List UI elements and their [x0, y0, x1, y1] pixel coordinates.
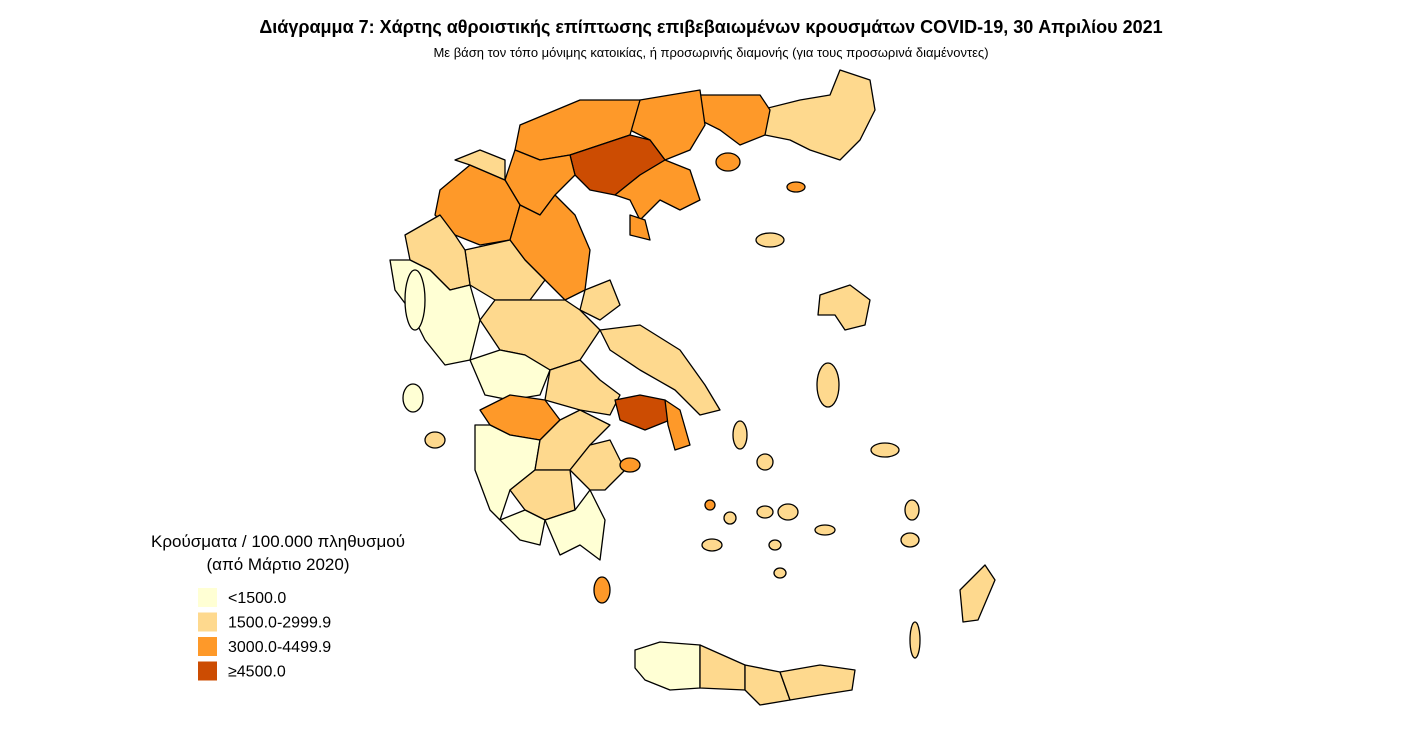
region [402, 383, 424, 413]
region [499, 509, 546, 546]
region [773, 567, 787, 579]
legend-swatch [198, 637, 217, 656]
region [599, 324, 721, 416]
region [544, 359, 621, 416]
legend-title: Κρούσματα / 100.000 πληθυσμού [151, 532, 405, 551]
legend: <1500.0 1500.0-2999.9 3000.0-4499.9 ≥4500.0 [198, 588, 331, 681]
region [634, 641, 701, 691]
region [619, 457, 641, 473]
region [404, 269, 426, 331]
subtitle: Με βάση τον τόπο μόνιμης κατοικίας, ή πρ… [433, 45, 988, 60]
region [544, 489, 606, 561]
region [699, 94, 771, 146]
region [699, 644, 746, 691]
region [469, 349, 551, 401]
region [779, 664, 856, 701]
legend-label: <1500.0 [228, 590, 286, 607]
region [756, 505, 774, 519]
region [464, 239, 546, 301]
region [759, 69, 876, 161]
region [715, 152, 741, 172]
legend-label: 1500.0-2999.9 [228, 615, 331, 632]
region [629, 214, 651, 241]
title: Διάγραμμα 7: Χάρτης αθροιστικής επίπτωση… [259, 17, 1162, 37]
region [629, 89, 706, 161]
region [904, 499, 920, 521]
region [870, 442, 900, 458]
region [817, 284, 871, 331]
region [732, 420, 748, 450]
region [814, 524, 836, 536]
region [664, 399, 691, 451]
region [614, 159, 701, 221]
region [579, 279, 621, 321]
region [909, 621, 921, 659]
region [959, 564, 996, 623]
region [900, 532, 920, 548]
region [744, 664, 791, 706]
legend-title: (από Μάρτιο 2020) [207, 555, 350, 574]
region [777, 503, 799, 521]
legend-swatch [198, 612, 217, 632]
region [756, 453, 774, 471]
legend-label: 3000.0-4499.9 [228, 639, 331, 656]
region [614, 394, 671, 431]
region [755, 232, 785, 248]
legend-label: ≥4500.0 [228, 664, 286, 681]
legend-swatch [198, 588, 217, 607]
region [786, 181, 806, 193]
region [454, 149, 506, 181]
region [723, 511, 737, 525]
map [389, 69, 996, 706]
region [424, 431, 446, 449]
region [704, 499, 716, 511]
region [816, 362, 840, 408]
legend-swatch [198, 661, 217, 681]
region [593, 576, 611, 604]
region [701, 538, 723, 552]
region [768, 539, 782, 551]
